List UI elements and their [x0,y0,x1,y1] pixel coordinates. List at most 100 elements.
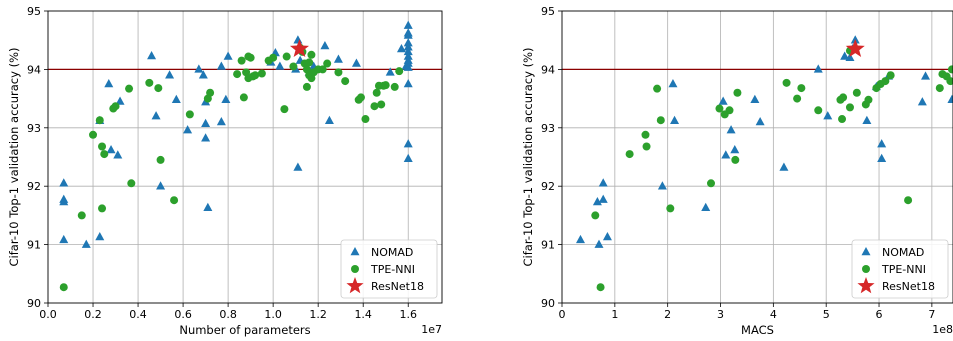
x-tick-label: 1.0 [264,308,282,321]
data-points [575,35,953,292]
tpe-nni-circle-point [77,211,86,220]
tpe-nni-circle-point [814,106,823,115]
tpe-nni-circle-point [318,65,327,74]
series-resnet18 [289,38,309,58]
tpe-nni-circle-point [666,204,675,213]
resnet18-star-marker [845,38,865,58]
nomad-triangle-point [203,202,213,212]
nomad-triangle-point [403,62,413,71]
tpe-nni-circle-point [852,88,861,97]
tpe-nni-circle-point [323,59,332,68]
tpe-nni-circle-point [642,142,651,151]
tpe-nni-circle-point [89,130,98,139]
tpe-nni-circle-point [625,150,634,159]
chart-panel-macs: 0 1 2 3 4 5 6 7 90 91 92 93 94 95 MACS Cifar-10 Top-1 v… [521,5,953,337]
tpe-nni-circle-point [170,196,179,205]
tpe-nni-circle-point [334,68,343,77]
legend-marker-circle [351,265,359,273]
tpe-nni-circle-point [246,53,255,62]
tpe-nni-circle-point [641,130,650,139]
tpe-nni-circle-point [793,94,802,103]
tpe-nni-circle-point [125,84,134,93]
tpe-nni-circle-point [886,71,895,80]
tpe-nni-circle-point [591,211,600,220]
tpe-nni-circle-point [361,115,370,124]
legend-marker-star [346,277,364,294]
series-tpe-nni [591,46,953,292]
nomad-triangle-point [668,79,678,88]
nomad-triangle-point [403,20,413,29]
nomad-triangle-point [403,153,413,163]
tpe-nni-circle-point [935,84,944,93]
x-tick-label: 3 [717,308,724,321]
tpe-nni-circle-point [237,56,246,65]
legend-marker-triangle [350,247,360,256]
tpe-nni-circle-point [725,106,734,115]
nomad-triangle-point [81,239,91,248]
legend-box [340,239,438,299]
tpe-nni-circle-point [381,81,390,90]
nomad-triangle-point [59,234,69,244]
legend-marker-circle [862,265,870,273]
tpe-nni-circle-point [185,110,194,119]
chart-panel-params: 0.0 0.2 0.4 0.6 0.8 1.0 1.2 1.4 1.6 90 91 92 93 94 95 N… [7,5,443,337]
series-nomad [59,20,413,248]
legend-label: TPE-NNI [881,263,926,276]
x-tick-label: 6 [876,308,883,321]
legend-label: NOMAD [371,246,413,259]
y-axis-label: Cifar-10 Top-1 validation accuracy (%) [7,48,21,267]
x-tick-label: 2 [664,308,671,321]
x-tick-label: 1.4 [354,308,372,321]
y-tick-label: 95 [541,5,555,18]
tpe-nni-circle-point [341,77,350,86]
tpe-nni-circle-point [251,71,260,80]
nomad-triangle-point [917,97,927,106]
nomad-triangle-point [592,196,602,206]
legend-marker-triangle [861,247,871,256]
nomad-triangle-point [403,30,413,39]
tpe-nni-circle-point [154,84,163,93]
nomad-triangle-point [947,94,953,104]
nomad-triangle-point [598,178,608,187]
tpe-nni-circle-point [881,77,890,86]
x-tick-label: 0.4 [129,308,147,321]
legend-label: ResNet18 [882,280,935,293]
y-axis-label: Cifar-10 Top-1 validation accuracy (%) [521,48,535,267]
nomad-triangle-point [670,115,680,125]
tpe-nni-circle-point [395,67,404,76]
nomad-triangle-point [403,79,413,88]
nomad-triangle-point [333,54,343,63]
nomad-triangle-point [104,79,114,88]
tpe-nni-circle-point [715,104,724,113]
nomad-triangle-point [594,239,604,248]
nomad-triangle-point [721,150,731,159]
y-tick-label: 92 [541,180,555,193]
tpe-nni-circle-point [145,78,154,87]
x-tick-label: 1.2 [309,308,327,321]
nomad-triangle-point [877,139,887,148]
nomad-triangle-point [221,94,231,104]
nomad-triangle-point [701,202,711,212]
tpe-nni-circle-point [239,93,248,102]
nomad-triangle-point [216,116,226,126]
tpe-nni-circle-point [59,283,68,292]
tpe-nni-circle-point [269,53,278,62]
series-resnet18 [845,38,865,58]
nomad-triangle-point [194,64,204,73]
data-points [59,20,413,292]
tpe-nni-circle-point [282,52,291,61]
x-tick-label: 4 [770,308,777,321]
tpe-nni-circle-point [372,88,381,97]
nomad-triangle-point [183,125,193,134]
nomad-triangle-point [921,71,931,80]
tpe-nni-circle-point [98,204,107,213]
tpe-nni-circle-point [596,283,605,292]
nomad-triangle-point [95,232,105,241]
tpe-nni-circle-point [100,150,109,159]
x-offset-label: 1e8 [932,323,953,336]
tpe-nni-circle-point [95,116,104,125]
tpe-nni-circle-point [127,179,136,188]
legend-label: ResNet18 [371,280,424,293]
nomad-triangle-point [59,178,69,187]
tpe-nni-circle-point [839,93,848,102]
